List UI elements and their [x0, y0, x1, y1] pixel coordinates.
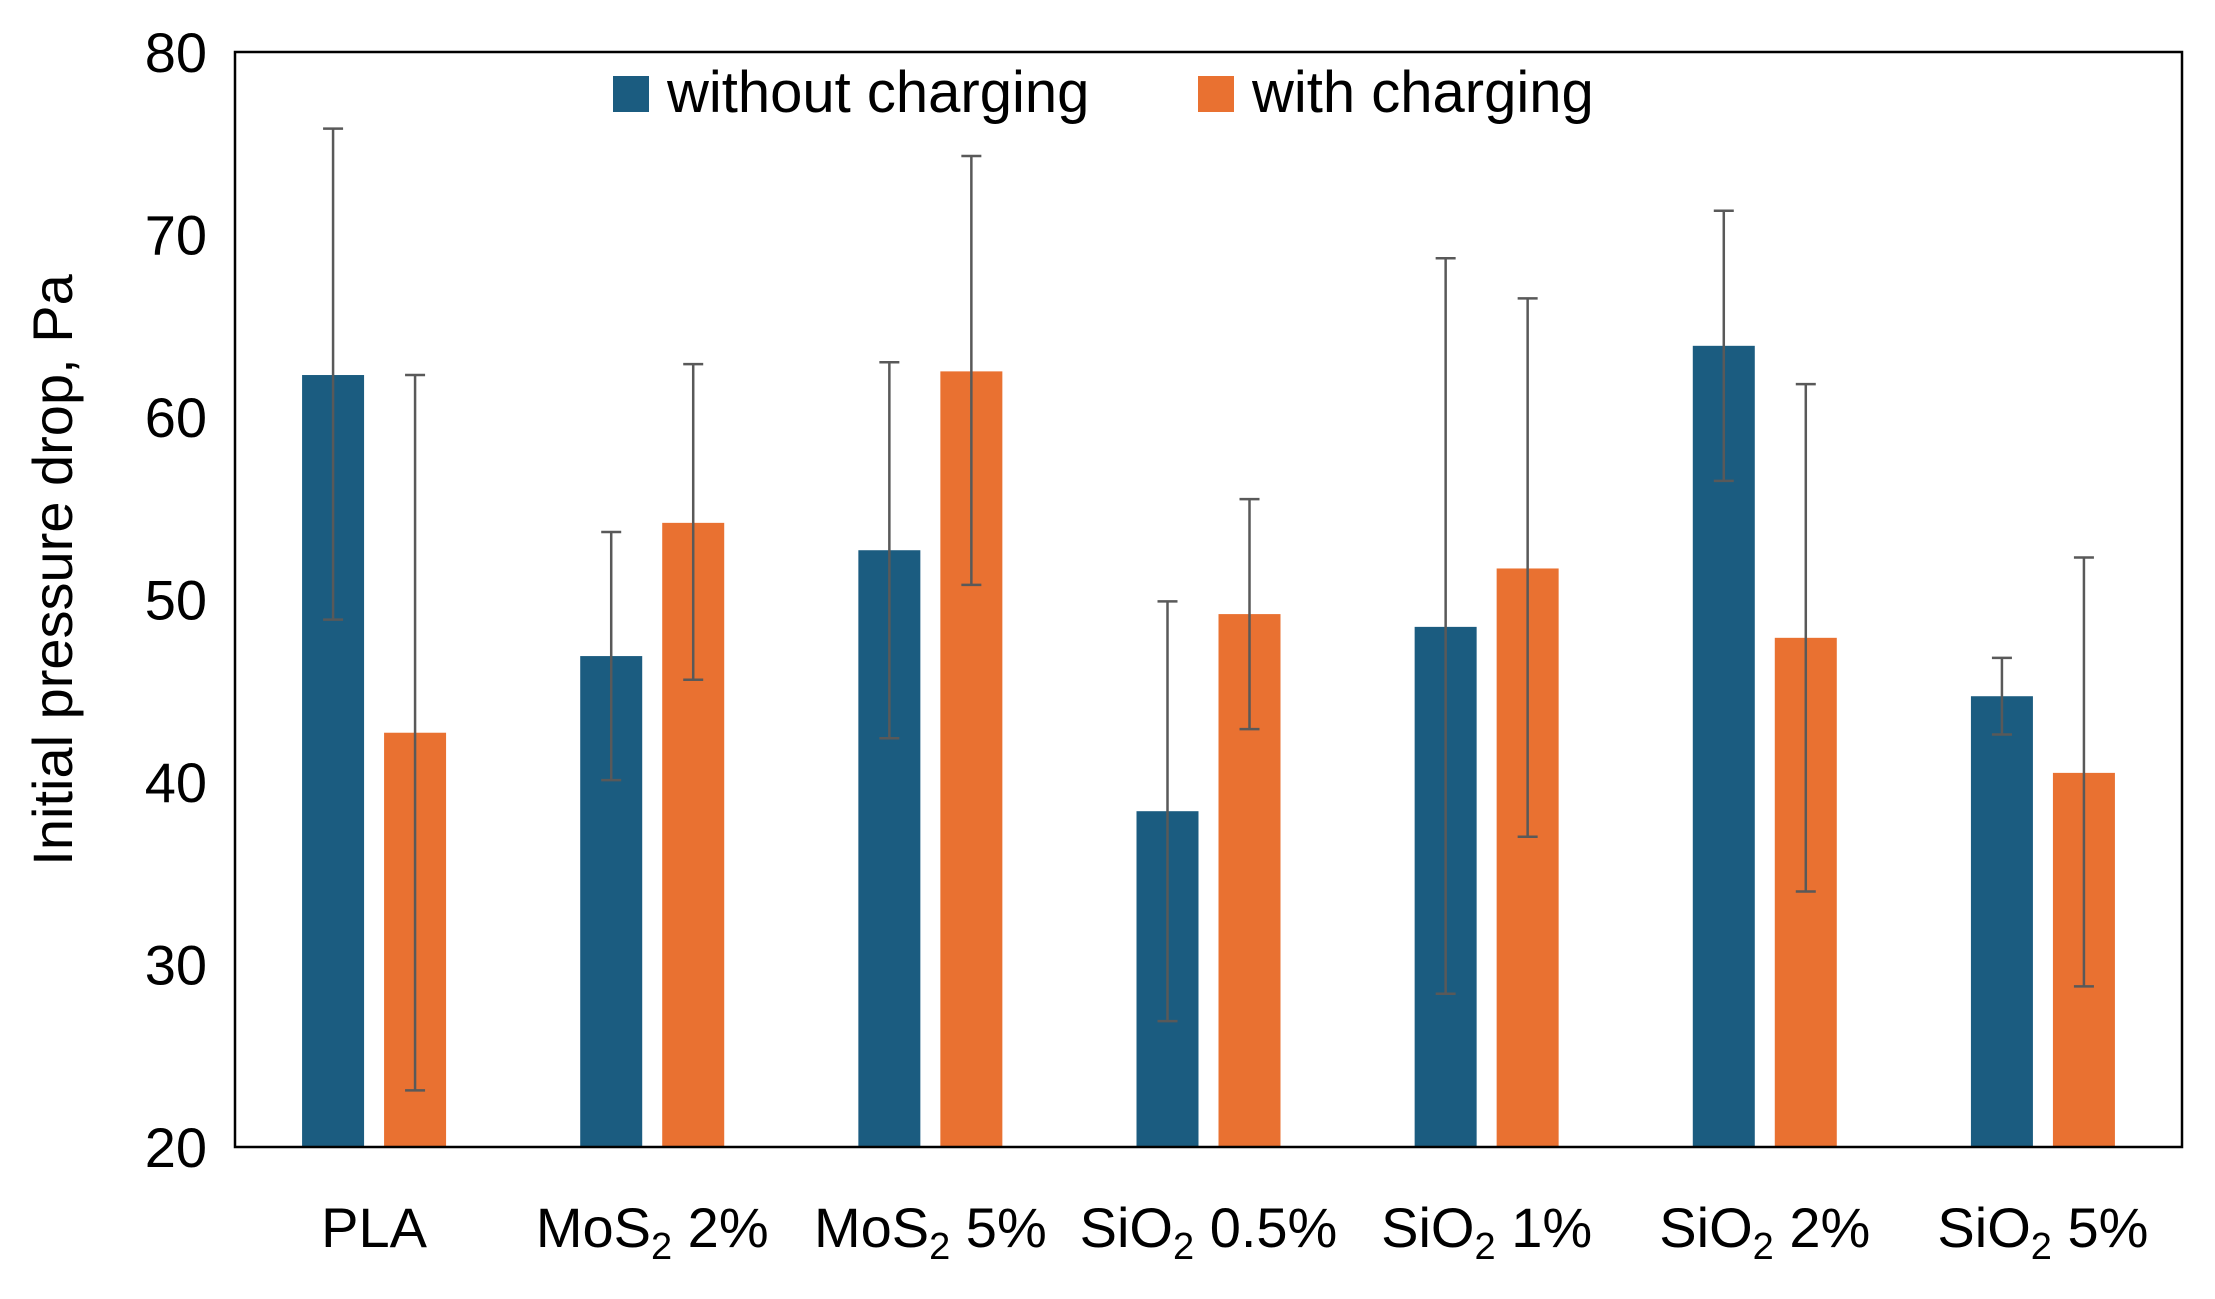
error-bar [1517, 297, 1538, 838]
y-tick-label: 20 [145, 1116, 207, 1179]
category-subscript: 2 [929, 1226, 950, 1268]
y-tick-label: 80 [145, 21, 207, 84]
x-axis-labels: PLA MoS2 2% MoS2 5% SiO2 0.5% SiO2 1% SiO2 2%… [321, 1196, 2148, 1268]
y-axis-title-group: Initial pressure drop, Pa [21, 273, 84, 865]
y-tick-label: 40 [145, 751, 207, 814]
y-tick-label: 60 [145, 386, 207, 449]
x-category-label: SiO2 0.5% [1080, 1196, 1338, 1268]
error-bar [961, 154, 982, 587]
category-base-text: SiO [1381, 1196, 1474, 1259]
error-bar [405, 373, 426, 1092]
legend-label: with charging [1251, 60, 1594, 125]
category-subscript: 2 [1475, 1226, 1496, 1268]
x-category-label: SiO2 1% [1381, 1196, 1592, 1268]
plot-area-frame [233, 50, 2184, 1149]
legend-item: with charging [1198, 60, 1594, 125]
x-category-label: SiO2 5% [1937, 1196, 2148, 1268]
bars-layer [302, 345, 2115, 1147]
y-axis-title: Initial pressure drop, Pa [21, 273, 84, 865]
x-category-label: PLA [321, 1196, 427, 1259]
x-category-label: MoS2 2% [536, 1196, 769, 1268]
category-base-text: PLA [321, 1196, 427, 1259]
legend: without charging with charging [613, 60, 1594, 125]
error-bar [1157, 600, 1178, 1023]
error-bar [879, 361, 900, 740]
y-tick-label: 70 [145, 204, 207, 267]
error-bar [1991, 656, 2012, 736]
error-bar [683, 362, 704, 682]
category-suffix-text: 2% [672, 1196, 769, 1259]
category-base-text: MoS [536, 1196, 651, 1259]
category-subscript: 2 [651, 1226, 672, 1268]
category-base-text: SiO [1080, 1196, 1173, 1259]
x-category-label: SiO2 2% [1659, 1196, 1870, 1268]
category-suffix-text: 1% [1496, 1196, 1593, 1259]
category-base-text: MoS [814, 1196, 929, 1259]
bar-without-charging [1970, 696, 2033, 1147]
category-suffix-text: 5% [950, 1196, 1047, 1259]
error-bar [601, 530, 622, 782]
legend-swatch [613, 76, 649, 112]
category-suffix-text: 2% [1774, 1196, 1871, 1259]
error-bar [2073, 556, 2094, 988]
category-base-text: SiO [1659, 1196, 1752, 1259]
category-suffix-text: 5% [2052, 1196, 2149, 1259]
error-bar [1239, 497, 1260, 731]
legend-label: without charging [666, 60, 1089, 125]
y-axis-ticks: 20 30 40 50 60 70 80 [145, 21, 207, 1179]
error-bar [1795, 382, 1816, 893]
category-subscript: 2 [1753, 1226, 1774, 1268]
error-bars-layer [323, 127, 2094, 1092]
category-subscript: 2 [2031, 1226, 2052, 1268]
category-base-text: SiO [1937, 1196, 2030, 1259]
y-tick-label: 50 [145, 569, 207, 632]
category-subscript: 2 [1173, 1226, 1194, 1268]
legend-item: without charging [613, 60, 1089, 125]
error-bar [1435, 256, 1456, 995]
error-bar [323, 127, 344, 621]
category-suffix-text: 0.5% [1194, 1196, 1337, 1259]
x-category-label: MoS2 5% [814, 1196, 1047, 1268]
error-bar [1713, 209, 1734, 483]
y-tick-label: 30 [145, 934, 207, 997]
legend-swatch [1198, 76, 1234, 112]
